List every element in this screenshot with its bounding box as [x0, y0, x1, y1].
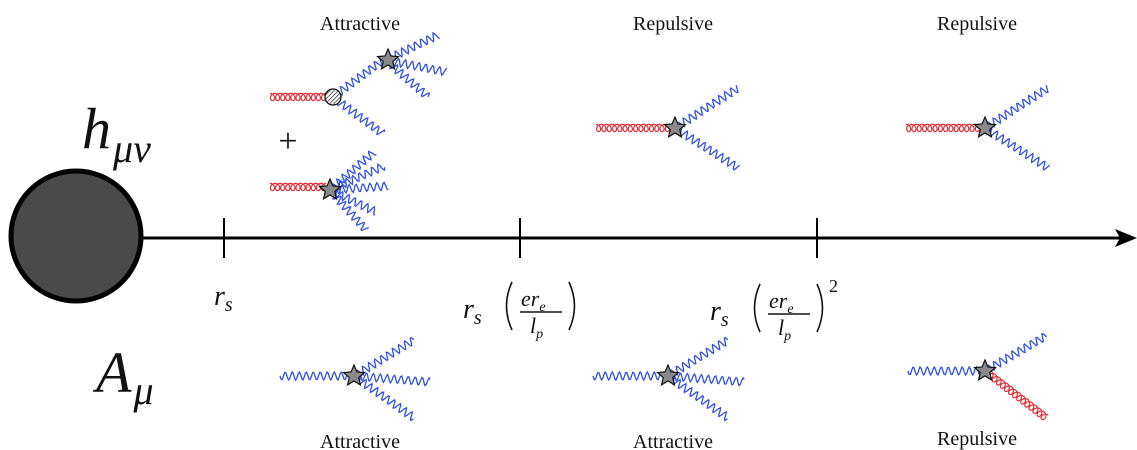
photon-propagator [353, 336, 415, 380]
regime-bottom-3: Repulsive [937, 428, 1017, 450]
photon-propagator [984, 333, 1048, 375]
vertex-star [342, 363, 366, 387]
vertex-star [663, 115, 687, 139]
svg-text:ere: ere [769, 288, 794, 317]
regime-top-2: Repulsive [633, 13, 713, 35]
photon-propagator [352, 374, 414, 422]
tick-label-rs: rs [214, 281, 233, 316]
feynman-lines [269, 31, 1051, 422]
svg-text:lp: lp [778, 315, 791, 344]
photon-propagator [279, 370, 351, 382]
svg-text:rs: rs [214, 281, 233, 316]
svg-text:2: 2 [829, 276, 838, 296]
svg-text:rs: rs [463, 294, 482, 329]
tick-label-rs-ratio-squared: rs ere lp 2 [710, 276, 838, 344]
graviton-propagator [269, 182, 327, 192]
photon-propagator [592, 370, 664, 382]
graviton-propagator [983, 367, 1049, 421]
photon-propagator [984, 84, 1049, 132]
tick-label-rs-ratio: rs ere lp [463, 281, 576, 342]
axis-arrowhead [1115, 229, 1137, 247]
graviton-field-label: hμν [82, 96, 151, 171]
photon-propagator [667, 371, 745, 387]
photon-propagator [385, 56, 448, 77]
photon-propagator [329, 181, 389, 195]
regime-top-3: Repulsive [937, 13, 1017, 35]
vertex-star [656, 363, 680, 387]
photon-propagator [332, 56, 383, 100]
feynman-vertices [318, 47, 997, 387]
photon-propagator [327, 189, 369, 232]
photon-propagator [673, 126, 741, 171]
vertex-star [973, 115, 997, 139]
photon-propagator [667, 336, 729, 380]
photon-field-label: Aμ [92, 340, 154, 413]
photon-propagator [353, 371, 431, 387]
svg-text:lp: lp [530, 313, 543, 342]
photon-propagator [383, 59, 431, 98]
photon-propagator [674, 84, 739, 132]
graviton-propagator [905, 123, 981, 133]
photon-propagator [666, 374, 728, 422]
photon-propagator [983, 126, 1051, 171]
svg-text:ere: ere [521, 286, 546, 315]
black-hole [8, 168, 144, 304]
graviton-propagator [269, 92, 327, 102]
regime-top-1: Attractive [320, 13, 400, 35]
vertex-star [376, 47, 400, 71]
graviton-propagator [595, 123, 671, 133]
photon-propagator [331, 95, 386, 135]
hatched-vertex [324, 88, 342, 106]
vertex-star [318, 177, 342, 201]
svg-text:rs: rs [710, 296, 729, 331]
vertex-star [973, 358, 997, 382]
plus-sign: + [278, 123, 297, 160]
regime-bottom-1: Attractive [320, 431, 400, 450]
regime-bottom-2: Attractive [633, 431, 713, 450]
photon-propagator [907, 365, 981, 377]
